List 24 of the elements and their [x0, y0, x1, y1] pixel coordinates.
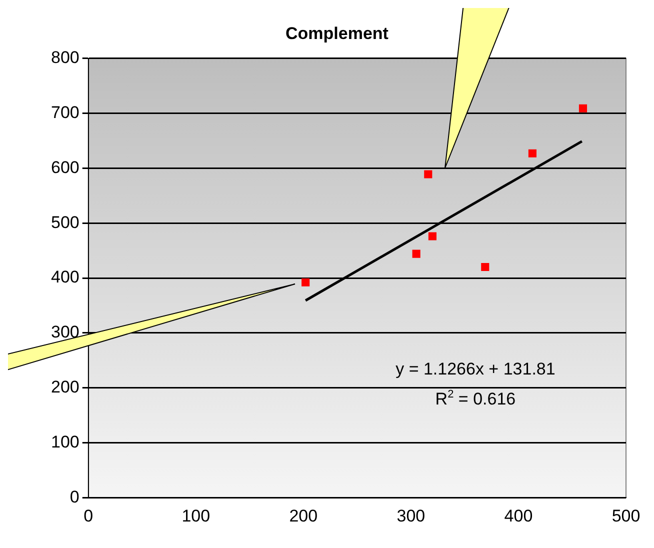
y-tick-label: 200 — [50, 377, 80, 396]
y-tick-label: 300 — [50, 322, 80, 342]
x-tick-label: 500 — [612, 506, 640, 526]
point — [412, 250, 420, 258]
x-tick-label: 100 — [182, 506, 210, 526]
annotation: y = 1.1266x + 131.81 — [396, 360, 556, 379]
y-tick-label: 400 — [50, 268, 80, 287]
point — [302, 278, 310, 286]
chart-title: Complement — [286, 24, 389, 43]
x-tick-label: 300 — [396, 506, 426, 526]
y-tick-label: 100 — [50, 432, 80, 452]
point — [481, 262, 490, 272]
x-tick-label: 400 — [504, 506, 533, 526]
y-tick-label: 800 — [50, 48, 80, 68]
y-tick-label: 600 — [50, 158, 80, 177]
x-tick-label: 200 — [289, 506, 318, 526]
y-tick-label: 0 — [70, 487, 80, 506]
point — [424, 170, 432, 178]
point — [578, 104, 588, 112]
y-tick-label: 700 — [50, 102, 80, 122]
point — [528, 149, 536, 158]
y-tick-label: 500 — [50, 212, 80, 232]
point — [428, 232, 436, 240]
x-tick-label: 0 — [84, 506, 94, 526]
